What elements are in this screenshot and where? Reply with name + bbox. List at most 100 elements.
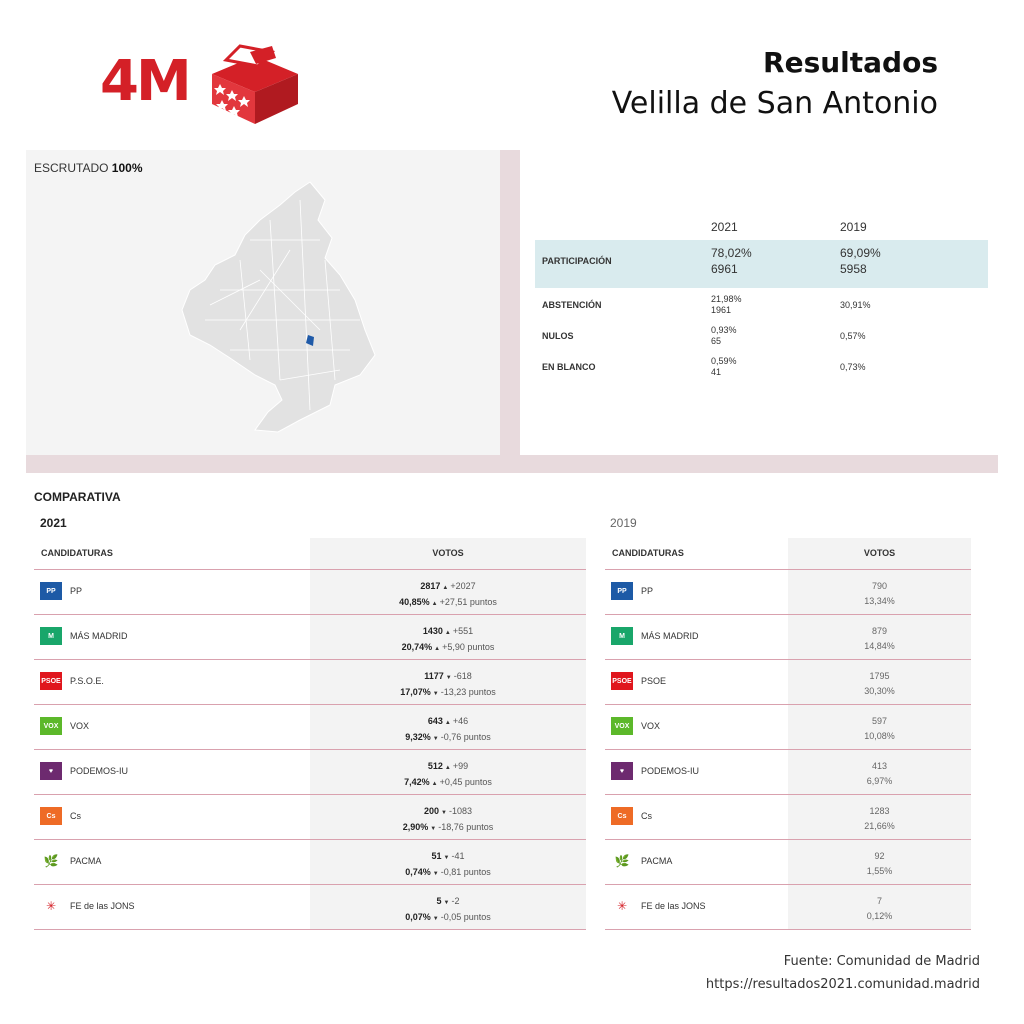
4m-logo: 4M — [100, 44, 300, 124]
value-2021-pct: 0,59% — [711, 356, 737, 366]
arrow-up-icon — [443, 626, 453, 636]
page-title: Resultados — [763, 46, 938, 79]
arrow-down-icon — [439, 806, 449, 816]
votes-cell: 879 14,84% — [788, 624, 971, 654]
table-row: Cs Cs 200 -1083 2,90% -18,76 puntos — [34, 795, 586, 840]
vote-percentage: 6,97% — [866, 776, 893, 786]
arrow-down-icon — [428, 822, 438, 832]
arrow-down-icon — [431, 732, 441, 742]
arrow-up-icon — [430, 777, 440, 787]
source-text: Fuente: Comunidad de Madrid — [783, 954, 980, 969]
madrid-region-map-icon[interactable] — [160, 180, 390, 440]
logo-glyph: VOX — [43, 722, 59, 730]
votes-cell: 1283 21,66% — [788, 804, 971, 834]
votes-cell: 512 +99 7,42% +0,45 puntos — [310, 759, 586, 791]
abstention-row: ABSTENCIÓN 21,98% 1961 30,91% — [535, 294, 988, 325]
party-name: FE de las JONS — [641, 901, 706, 911]
source-url[interactable]: https://resultados2021.comunidad.madrid — [705, 977, 980, 992]
vox-logo-icon: VOX — [40, 717, 62, 735]
vote-percentage: 0,12% — [866, 911, 893, 921]
votes-cell: 92 1,55% — [788, 849, 971, 879]
party-name: PSOE — [641, 676, 667, 686]
table-row: 🌿 PACMA 92 1,55% — [605, 840, 971, 885]
votos-header: VOTOS — [432, 548, 464, 558]
year-2019-header: 2019 — [840, 220, 867, 234]
party-name: MÁS MADRID — [641, 631, 699, 641]
vote-percentage: 17,07% — [400, 687, 431, 697]
fe-jons-logo-icon: ✳ — [40, 897, 62, 915]
cs-logo-icon: Cs — [40, 807, 62, 825]
votes-count: 1430 — [422, 626, 443, 636]
table-row: M MÁS MADRID 1430 +551 20,74% +5,90 puntos — [34, 615, 586, 660]
votes-cell: 7 0,12% — [788, 894, 971, 924]
party-name: FE de las JONS — [70, 901, 135, 911]
escrutado-status: ESCRUTADO 100% — [34, 161, 143, 175]
votes-cell: 1177 -618 17,07% -13,23 puntos — [310, 669, 586, 701]
nulos-row: NULOS 0,93% 65 0,57% — [535, 325, 988, 356]
votes-count: 879 — [871, 626, 888, 636]
logo-glyph: M — [48, 632, 54, 640]
logo-glyph: PP — [46, 587, 56, 595]
votes-count: 1795 — [869, 671, 890, 681]
row-label: NULOS — [542, 331, 574, 341]
votes-count: 643 — [427, 716, 443, 726]
table-row: VOX VOX 643 +46 9,32% -0,76 puntos — [34, 705, 586, 750]
row-label: ABSTENCIÓN — [542, 300, 602, 310]
party-name: VOX — [641, 721, 661, 731]
party-name: PODEMOS-IU — [641, 766, 700, 776]
votos-header: VOTOS — [863, 548, 896, 558]
fe-jons-logo-icon: ✳ — [611, 897, 633, 915]
table-row: ✳ FE de las JONS 7 0,12% — [605, 885, 971, 930]
pacma-logo-icon: 🌿 — [40, 852, 62, 870]
percentage-delta: -18,76 puntos — [438, 822, 494, 832]
candidaturas-header: CANDIDATURAS — [41, 548, 113, 558]
podemos-logo-icon: ♥ — [40, 762, 62, 780]
votes-count: 1283 — [869, 806, 890, 816]
arrow-down-icon — [431, 687, 441, 697]
table-row: PSOE P.S.O.E. 1177 -618 17,07% -13,23 puntos — [34, 660, 586, 705]
logo-glyph: ✳ — [45, 899, 57, 913]
logo-glyph: VOX — [614, 722, 630, 730]
candidaturas-header: CANDIDATURAS — [612, 548, 684, 558]
percentage-delta: -0,05 puntos — [440, 912, 491, 922]
votes-cell: 200 -1083 2,90% -18,76 puntos — [310, 804, 586, 836]
votes-delta: -1083 — [448, 806, 472, 816]
party-name: PP — [70, 586, 83, 596]
vote-percentage: 21,66% — [864, 821, 895, 831]
participation-table: 2021 2019 PARTICIPACIÓN 78,02% 6961 69,0… — [535, 220, 988, 387]
party-name: Cs — [641, 811, 652, 821]
percentage-delta: -0,81 puntos — [440, 867, 491, 877]
value-2019-pct: 69,09% — [840, 246, 881, 260]
table-header: CANDIDATURAS VOTOS — [605, 538, 971, 570]
votes-delta: -41 — [451, 851, 465, 861]
votes-count: 200 — [423, 806, 440, 816]
votes-delta: +2027 — [450, 581, 476, 591]
logo-text: 4M — [100, 49, 192, 114]
percentage-delta: +0,45 puntos — [439, 777, 492, 787]
arrow-up-icon — [432, 642, 442, 652]
votes-cell: 2817 +2027 40,85% +27,51 puntos — [310, 579, 586, 611]
party-name: P.S.O.E. — [70, 676, 104, 686]
cs-logo-icon: Cs — [611, 807, 633, 825]
table-row: M MÁS MADRID 879 14,84% — [605, 615, 971, 660]
participation-row: PARTICIPACIÓN 78,02% 6961 69,09% 5958 — [535, 240, 988, 288]
party-name: PACMA — [70, 856, 102, 866]
percentage-delta: +27,51 puntos — [439, 597, 497, 607]
vote-percentage: 14,84% — [864, 641, 895, 651]
votes-count: 413 — [871, 761, 888, 771]
votes-count: 790 — [871, 581, 888, 591]
escrutado-value: 100% — [111, 161, 143, 175]
table-row: PP PP 2817 +2027 40,85% +27,51 puntos — [34, 570, 586, 615]
logo-glyph: PSOE — [41, 677, 61, 685]
arrow-down-icon — [444, 671, 454, 681]
votes-cell: 413 6,97% — [788, 759, 971, 789]
arrow-down-icon — [442, 896, 452, 906]
vote-percentage: 13,34% — [864, 596, 895, 606]
municipality-name: Velilla de San Antonio — [611, 86, 938, 121]
party-name: PP — [641, 586, 654, 596]
percentage-delta: -13,23 puntos — [440, 687, 496, 697]
party-name: PODEMOS-IU — [70, 766, 129, 776]
votes-delta: +99 — [452, 761, 469, 771]
votes-count: 7 — [876, 896, 882, 906]
party-name: MÁS MADRID — [70, 631, 128, 641]
